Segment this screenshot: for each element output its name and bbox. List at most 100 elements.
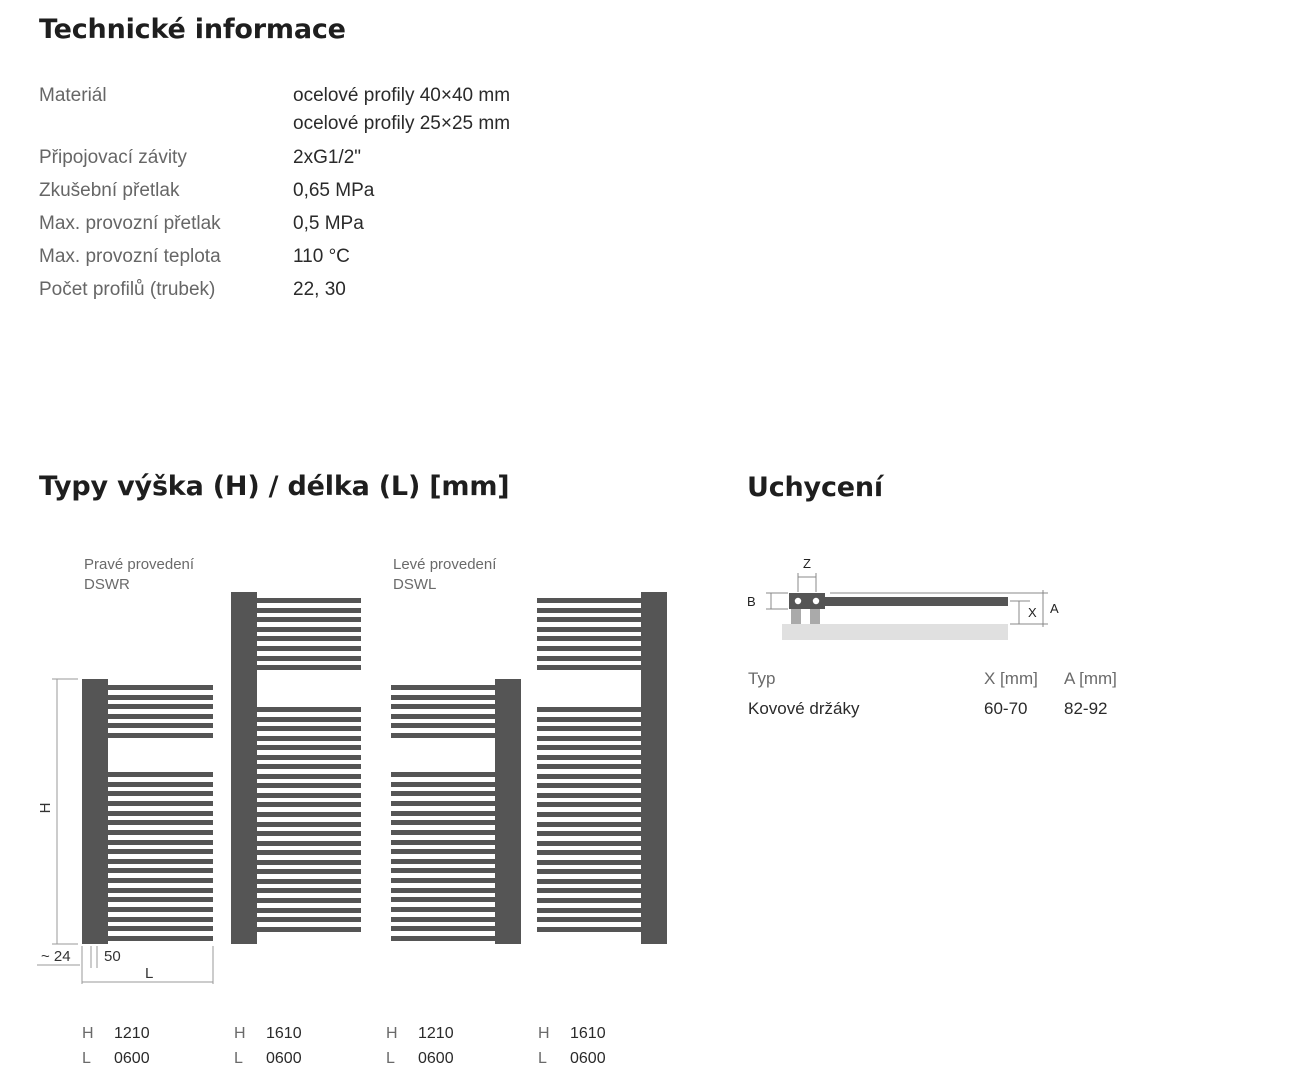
radiator-rung	[108, 849, 213, 854]
model-3-dims: H 1210 L 0600	[386, 1021, 454, 1071]
radiator-rung	[257, 860, 361, 865]
radiator-rung	[108, 868, 213, 873]
radiator-rung	[391, 772, 495, 777]
radiator-rung	[391, 704, 495, 709]
radiator-rung	[257, 869, 361, 874]
radiator-rung	[108, 704, 213, 709]
cell-x: 60-70	[984, 699, 1028, 718]
radiator-rung	[391, 714, 495, 719]
radiator-collector	[495, 679, 521, 944]
dim-key: H	[82, 1025, 94, 1042]
radiator-rung	[108, 907, 213, 912]
radiator-rung	[257, 927, 361, 932]
radiator-rung	[257, 598, 361, 603]
radiator-rung	[537, 774, 641, 779]
cell-a: 82-92	[1064, 699, 1108, 718]
radiator-rung	[108, 926, 213, 931]
tech-row-max-temperature: Max. provozní teplota 110 °C	[39, 243, 510, 276]
radiator-rung	[391, 859, 495, 864]
dim-b-label: B	[747, 594, 756, 609]
radiator-rung	[537, 841, 641, 846]
bracket-left	[791, 606, 801, 624]
tech-value: 110 °C	[293, 246, 350, 267]
radiator-rung	[391, 695, 495, 700]
tech-row-max-pressure: Max. provozní přetlak 0,5 MPa	[39, 210, 510, 243]
dim-value: 0600	[266, 1050, 302, 1067]
dim-key: H	[386, 1025, 398, 1042]
mount-table-row: Kovové držáky 60-70 82-92	[748, 694, 1144, 724]
dim-l-label: L	[145, 965, 153, 982]
radiator-rung	[537, 812, 641, 817]
tech-row-test-pressure: Zkušební přetlak 0,65 MPa	[39, 177, 510, 210]
dim-value: 1210	[418, 1025, 454, 1042]
tech-value: ocelové profily 40×40 mm ocelové profily…	[293, 82, 510, 144]
radiator-rung	[537, 850, 641, 855]
radiator-rung	[257, 726, 361, 731]
dim-key: L	[82, 1050, 91, 1067]
radiator-dswr-1610	[231, 592, 361, 944]
radiator-collector	[641, 592, 667, 944]
tech-info-table: Materiál ocelové profily 40×40 mm ocelov…	[39, 82, 510, 309]
pipe-hole	[794, 597, 802, 605]
radiator-rung	[257, 755, 361, 760]
tech-row-profile-count: Počet profilů (trubek) 22, 30	[39, 276, 510, 309]
radiator-rung	[391, 849, 495, 854]
radiator-rung	[537, 888, 641, 893]
radiator-rung	[537, 665, 641, 670]
radiator-rung	[108, 791, 213, 796]
header-type: Typ	[748, 669, 776, 688]
radiator-rung	[257, 627, 361, 632]
radiator-collector	[231, 592, 257, 944]
mount-dimension-lines	[766, 573, 1048, 627]
dim-key: L	[538, 1050, 547, 1067]
radiator-rung	[108, 878, 213, 883]
radiator-rung	[257, 774, 361, 779]
radiator-rung	[391, 917, 495, 922]
mount-table: Typ X [mm] A [mm] Kovové držáky 60-70 82…	[748, 664, 1144, 724]
dim-value: 1210	[114, 1025, 150, 1042]
radiator-rung	[537, 869, 641, 874]
dim-key: H	[538, 1025, 550, 1042]
cell-type: Kovové držáky	[748, 699, 860, 718]
variant-code: DSWR	[84, 576, 130, 593]
tech-value: 0,5 MPa	[293, 213, 364, 234]
header-a: A [mm]	[1064, 669, 1117, 688]
radiator-rung	[537, 726, 641, 731]
radiator-bar-side	[825, 597, 1008, 606]
header-x: X [mm]	[984, 669, 1038, 688]
radiator-rung	[391, 926, 495, 931]
radiator-rung	[391, 791, 495, 796]
radiator-rung	[108, 917, 213, 922]
radiator-rung	[257, 908, 361, 913]
dim-key: H	[234, 1025, 246, 1042]
radiator-rung	[391, 888, 495, 893]
radiator-rung	[257, 646, 361, 651]
radiator-rung	[108, 714, 213, 719]
radiator-rung	[108, 772, 213, 777]
radiator-rung	[537, 802, 641, 807]
variant-right-label: Pravé provedení DSWR	[84, 555, 194, 595]
wall-surface	[782, 624, 1008, 640]
radiator-rung	[537, 646, 641, 651]
dim-profile-label: 50	[104, 948, 121, 965]
variant-left-label: Levé provedení DSWL	[393, 555, 496, 595]
radiator-rung	[391, 820, 495, 825]
radiator-rung	[537, 879, 641, 884]
dimension-lines	[37, 678, 214, 984]
types-title: Typy výška (H) / délka (L) [mm]	[39, 471, 510, 502]
radiator-rung	[108, 936, 213, 941]
radiator-rung	[257, 917, 361, 922]
radiator-rung	[257, 802, 361, 807]
dim-value: 0600	[418, 1050, 454, 1067]
radiator-rung	[257, 841, 361, 846]
radiator-rung	[257, 812, 361, 817]
tech-value: 0,65 MPa	[293, 180, 375, 201]
radiator-rung	[537, 860, 641, 865]
radiator-rung	[257, 617, 361, 622]
radiator-rung	[257, 831, 361, 836]
radiator-rung	[108, 830, 213, 835]
tech-value: 2xG1/2"	[293, 147, 362, 168]
radiator-rung	[537, 898, 641, 903]
radiator-rung	[108, 685, 213, 690]
variant-name: Pravé provedení	[84, 556, 195, 573]
